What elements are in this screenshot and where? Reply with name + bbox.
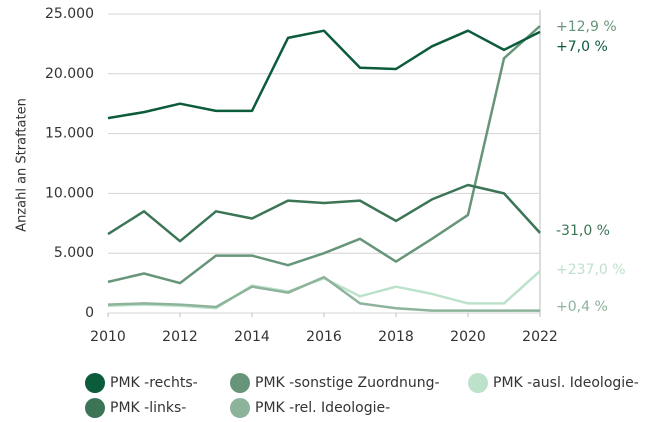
x-tick-label: 2012 [162,329,198,345]
x-tick-label: 2014 [234,329,270,345]
legend-label: PMK -rechts- [110,375,198,391]
y-axis-label: Anzahl an Straftaten [15,98,30,232]
legend-marker [85,373,105,393]
legend-marker [230,373,250,393]
legend-marker [85,398,105,418]
end-label: -31,0 % [556,223,610,239]
end-label: +7,0 % [556,39,608,55]
series-line [107,25,541,285]
y-tick-label: 5.000 [54,245,94,261]
series-line [107,29,541,120]
y-tick-label: 15.000 [45,126,94,142]
legend-label: PMK -links- [110,400,186,416]
legend-marker [230,398,250,418]
x-tick-label: 2022 [522,329,558,345]
end-label: +237,0 % [556,262,626,278]
end-label: +12,9 % [556,19,617,35]
series-line [107,275,540,312]
legend-label: PMK -sonstige Zuordnung- [255,375,440,391]
legend-label: PMK -rel. Ideologie- [255,400,390,416]
x-tick-label: 2018 [378,329,414,345]
y-tick-label: 0 [85,305,94,321]
legend-label: PMK -ausl. Ideologie- [493,375,639,391]
x-tick-label: 2020 [450,329,486,345]
legend-marker [468,373,488,393]
y-tick-label: 10.000 [45,185,94,201]
y-tick-label: 20.000 [45,66,94,82]
series-line [107,183,541,243]
y-tick-label: 25.000 [45,6,94,22]
end-label: +0,4 % [556,299,608,315]
x-tick-label: 2010 [90,329,126,345]
x-tick-label: 2016 [306,329,342,345]
